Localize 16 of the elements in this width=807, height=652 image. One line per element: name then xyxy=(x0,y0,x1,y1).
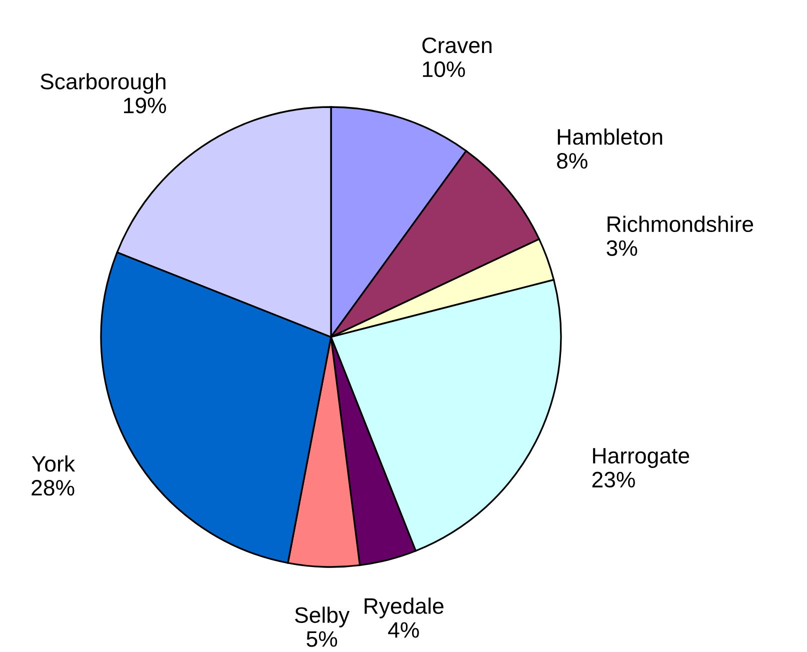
slice-label: Richmondshire xyxy=(608,216,754,232)
slice-label: Scarborough xyxy=(40,73,166,94)
data-label: 4% xyxy=(388,622,419,638)
data-label: 8% xyxy=(557,153,588,169)
slice-label: Hambleton xyxy=(558,128,662,145)
slice-label: York xyxy=(32,455,76,472)
data-label: 5% xyxy=(306,631,338,647)
slice-label: Ryedale xyxy=(364,598,444,618)
slice-label: Harrogate xyxy=(593,448,690,468)
data-label: 19% xyxy=(124,98,166,114)
data-label: 28% xyxy=(32,480,74,496)
slice-label: Craven xyxy=(422,37,492,54)
data-label: 3% xyxy=(606,240,638,256)
slice-label: Selby xyxy=(295,606,350,628)
data-label: 10% xyxy=(422,61,465,78)
data-label: 23% xyxy=(592,472,635,488)
